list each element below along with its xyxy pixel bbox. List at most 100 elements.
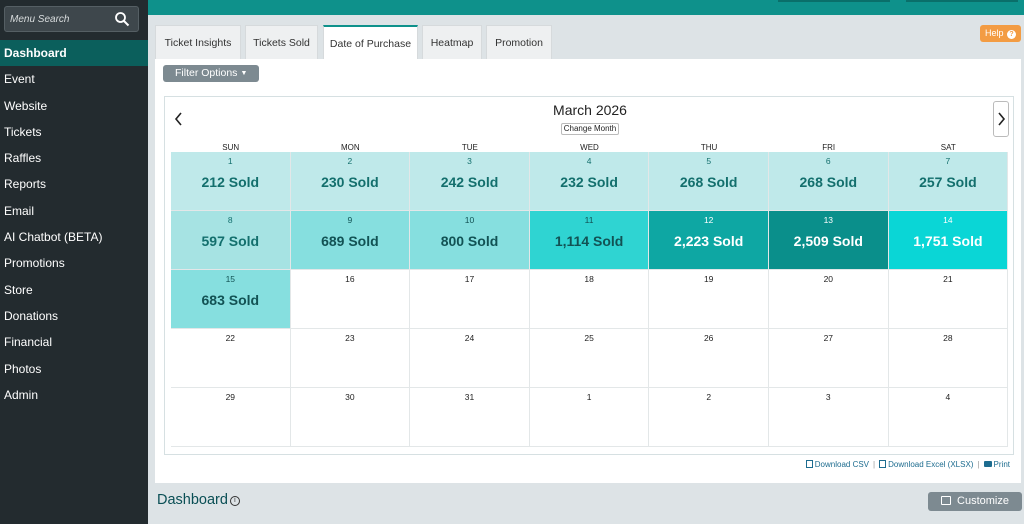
calendar-day-cell[interactable]: 6 268 Sold: [769, 152, 889, 211]
calendar-day-cell[interactable]: 29: [171, 388, 291, 447]
sidebar-item-email[interactable]: Email: [4, 203, 35, 218]
download-excel-link[interactable]: Download Excel (XLSX): [879, 460, 973, 469]
calendar-day-cell[interactable]: 20: [769, 270, 889, 329]
calendar-day-cell[interactable]: 18: [529, 270, 650, 329]
day-number: 11: [584, 215, 594, 225]
print-icon: [983, 461, 992, 467]
sidebar-item-photos[interactable]: Photos: [4, 361, 42, 376]
calendar-day-cell[interactable]: 11 1,114 Sold: [529, 211, 650, 270]
calendar-day-cell[interactable]: 10 800 Sold: [410, 211, 530, 270]
excel-file-icon: [879, 460, 887, 468]
sidebar-item-financial[interactable]: Financial: [4, 335, 53, 350]
calendar-day-cell[interactable]: 26: [649, 329, 769, 388]
calendar-day-cell[interactable]: 3 242 Sold: [410, 152, 530, 211]
tickets-sold-count: 2,223 Sold: [674, 233, 744, 249]
tab-promotion[interactable]: Promotion: [486, 25, 552, 59]
tickets-sold-count: 257 Sold: [919, 174, 977, 190]
download-csv-link[interactable]: Download CSV: [805, 460, 869, 469]
sidebar-item-store[interactable]: Store: [4, 282, 33, 297]
sidebar-item-promotions[interactable]: Promotions: [4, 256, 65, 271]
day-number: 13: [823, 215, 834, 225]
tickets-sold-count: 268 Sold: [799, 174, 858, 190]
day-number: 4: [945, 392, 951, 402]
sidebar-item-tickets[interactable]: Tickets: [4, 124, 42, 139]
calendar-day-cell[interactable]: 22: [171, 329, 291, 388]
help-button[interactable]: Help ?: [980, 25, 1021, 42]
calendar-day-cell[interactable]: 21: [888, 270, 1009, 329]
day-number: 21: [943, 274, 953, 284]
day-number: 29: [225, 392, 236, 402]
calendar-day-cell[interactable]: 23: [290, 329, 411, 388]
print-link[interactable]: Print: [983, 460, 1010, 469]
calendar-day-cell[interactable]: 5 268 Sold: [649, 152, 769, 211]
calendar-day-cell[interactable]: 4: [888, 388, 1009, 447]
sidebar-item-admin[interactable]: Admin: [4, 387, 39, 402]
dashboard-title: Dashboard: [157, 492, 228, 508]
sidebar-item-ai-chatbot-beta[interactable]: AI Chatbot (BETA): [4, 230, 103, 245]
calendar-day-cell[interactable]: 2: [649, 388, 769, 447]
calendar-day-cell[interactable]: 19: [649, 270, 769, 329]
day-number: 8: [227, 215, 233, 225]
sidebar-item-dashboard[interactable]: Dashboard: [0, 40, 148, 67]
tickets-sold-count: 683 Sold: [201, 292, 260, 308]
tab-tickets-sold[interactable]: Tickets Sold: [245, 25, 318, 59]
info-icon[interactable]: i: [229, 496, 240, 506]
day-number: 20: [823, 274, 834, 284]
calendar-day-cell[interactable]: 8 597 Sold: [171, 211, 291, 270]
calendar-title: March 2026: [553, 102, 627, 118]
dashboard-heading: Dashboard i: [157, 492, 240, 508]
calendar-day-cell[interactable]: 24: [410, 329, 530, 388]
calendar-day-cell[interactable]: 4 232 Sold: [529, 152, 650, 211]
day-number: 24: [464, 333, 475, 343]
calendar-day-cell[interactable]: 13 2,509 Sold: [769, 211, 889, 270]
calendar-day-cell[interactable]: 1: [529, 388, 650, 447]
prev-month-button[interactable]: [171, 105, 187, 133]
sidebar-item-donations[interactable]: Donations: [4, 308, 59, 323]
download-excel-label: Download Excel (XLSX): [888, 460, 974, 469]
top-bar-segment: [906, 0, 1018, 2]
tickets-sold-count: 232 Sold: [560, 174, 618, 190]
sidebar-item-website[interactable]: Website: [4, 98, 48, 113]
calendar-day-cell[interactable]: 27: [769, 329, 889, 388]
calendar-day-cell[interactable]: 7 257 Sold: [888, 152, 1009, 211]
calendar-day-cell[interactable]: 16: [290, 270, 411, 329]
change-month-button[interactable]: Change Month: [561, 123, 619, 135]
tab-ticket-insights[interactable]: Ticket Insights: [155, 25, 241, 59]
chevron-left-icon: [174, 112, 182, 126]
calendar-day-cell[interactable]: 15 683 Sold: [171, 270, 291, 329]
weekday-header: SAT: [940, 143, 956, 152]
edit-icon: [941, 496, 952, 505]
customize-button[interactable]: Customize: [928, 492, 1022, 511]
day-number: 16: [345, 274, 355, 284]
calendar-day-cell[interactable]: 17: [410, 270, 530, 329]
day-number: 2: [706, 392, 712, 402]
day-number: 9: [347, 215, 353, 225]
calendar-day-cell[interactable]: 1 212 Sold: [171, 152, 291, 211]
tab-heatmap[interactable]: Heatmap: [422, 25, 482, 59]
menu-search-input[interactable]: [10, 10, 110, 28]
search-icon[interactable]: [114, 11, 130, 27]
day-number: 18: [584, 274, 594, 284]
calendar-day-cell[interactable]: 28: [888, 329, 1009, 388]
sidebar-item-raffles[interactable]: Raffles: [4, 151, 42, 166]
day-number: 14: [943, 215, 953, 225]
day-number: 22: [225, 333, 236, 343]
next-month-button[interactable]: [993, 101, 1009, 137]
day-number: 15: [225, 274, 236, 284]
tickets-sold-count: 800 Sold: [440, 233, 499, 249]
calendar-day-cell[interactable]: 30: [290, 388, 411, 447]
top-bar: [148, 0, 1024, 15]
calendar-day-cell[interactable]: 2 230 Sold: [290, 152, 411, 211]
filter-options-button[interactable]: Filter Options ▼: [163, 65, 259, 82]
calendar-day-cell[interactable]: 12 2,223 Sold: [649, 211, 769, 270]
calendar-day-cell[interactable]: 31: [410, 388, 530, 447]
sidebar-item-event[interactable]: Event: [4, 72, 35, 87]
calendar-day-cell[interactable]: 14 1,751 Sold: [888, 211, 1009, 270]
tickets-sold-count: 212 Sold: [201, 174, 260, 190]
calendar-day-cell[interactable]: 9 689 Sold: [290, 211, 411, 270]
day-number: 30: [345, 392, 355, 402]
tab-date-of-purchase[interactable]: Date of Purchase: [323, 25, 418, 60]
sidebar-item-reports[interactable]: Reports: [4, 177, 47, 192]
calendar-day-cell[interactable]: 3: [769, 388, 889, 447]
calendar-day-cell[interactable]: 25: [529, 329, 650, 388]
